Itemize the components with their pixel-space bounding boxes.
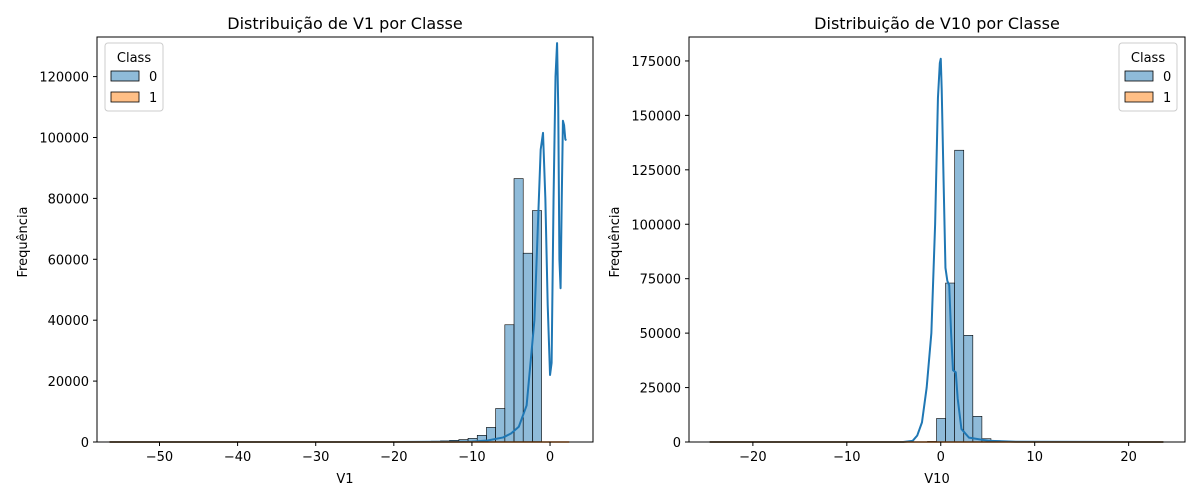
chart-1-xlabel: V1 (336, 472, 353, 487)
x-tick-label: 0 (937, 450, 945, 465)
x-tick-label: 0 (546, 450, 554, 465)
chart-1-legend-title: Class (117, 51, 151, 66)
x-tick-label: −30 (302, 450, 329, 465)
y-tick-label: 40000 (48, 314, 89, 329)
chart-1-yticks: 0 20000 40000 60000 80000 100000 120000 (39, 71, 97, 451)
chart-1-bars (109, 178, 542, 443)
x-tick-label: −10 (458, 450, 485, 465)
y-tick-label: 75000 (640, 273, 681, 288)
x-tick-label: −40 (224, 450, 251, 465)
y-tick-label: 120000 (39, 71, 89, 86)
y-tick-label: 80000 (48, 192, 89, 207)
x-tick-label: −50 (146, 450, 173, 465)
chart-1-legend-swatch-0 (110, 70, 140, 82)
y-tick-label: 0 (81, 436, 89, 451)
y-tick-label: 0 (673, 436, 681, 451)
chart-1-legend: Class 0 1 (104, 42, 164, 112)
kde-line-class-0 (109, 42, 567, 443)
chart-2: Distribuição de V10 por Classe V10 Frequ… (608, 14, 1186, 487)
chart-1-xticks: −50 −40 −30 −20 −10 0 (146, 442, 554, 465)
chart-1-frame (96, 36, 594, 443)
chart-1-legend-label-1: 1 (149, 91, 157, 106)
x-tick-label: −20 (739, 450, 766, 465)
chart-2-legend-label-1: 1 (1163, 91, 1171, 106)
bar-class-0 (936, 418, 946, 443)
x-tick-label: 10 (1026, 450, 1043, 465)
chart-1: Distribuição de V1 por Classe V1 Frequên… (16, 14, 594, 487)
y-tick-label: 20000 (48, 375, 89, 390)
x-tick-label: −20 (380, 450, 407, 465)
y-tick-label: 100000 (39, 131, 89, 146)
chart-1-legend-swatch-1 (110, 91, 140, 103)
chart-2-ylabel: Frequência (608, 206, 623, 277)
kde-line-class-0 (709, 57, 1164, 443)
y-tick-label: 25000 (640, 382, 681, 397)
x-tick-label: −10 (833, 450, 860, 465)
chart-2-xticks: −20 −10 0 10 20 (739, 442, 1137, 465)
y-tick-label: 100000 (631, 218, 681, 233)
y-tick-label: 150000 (631, 109, 681, 124)
y-tick-label: 50000 (640, 327, 681, 342)
y-tick-label: 60000 (48, 253, 89, 268)
bar-class-0 (954, 149, 965, 443)
chart-2-kde (709, 57, 1164, 443)
chart-2-title: Distribuição de V10 por Classe (814, 14, 1060, 33)
bar-class-0 (963, 335, 974, 443)
chart-1-ylabel: Frequência (16, 206, 31, 277)
chart-2-frame (688, 36, 1186, 443)
bar-class-0 (513, 178, 524, 443)
chart-2-legend-label-0: 0 (1163, 70, 1171, 85)
chart-2-legend-swatch-0 (1124, 70, 1154, 82)
bar-class-0 (504, 324, 515, 443)
y-tick-label: 175000 (631, 55, 681, 70)
chart-1-legend-label-0: 0 (149, 70, 157, 85)
y-tick-label: 125000 (631, 164, 681, 179)
chart-2-xlabel: V10 (924, 472, 949, 487)
chart-1-kde (109, 42, 570, 443)
x-tick-label: 20 (1120, 450, 1137, 465)
chart-1-title: Distribuição de V1 por Classe (227, 14, 462, 33)
chart-2-legend-title: Class (1131, 51, 1165, 66)
chart-2-legend-swatch-1 (1124, 91, 1154, 103)
chart-2-legend: Class 0 1 (1118, 42, 1178, 112)
chart-2-yticks: 0 25000 50000 75000 100000 125000 150000 175000 (631, 55, 689, 451)
